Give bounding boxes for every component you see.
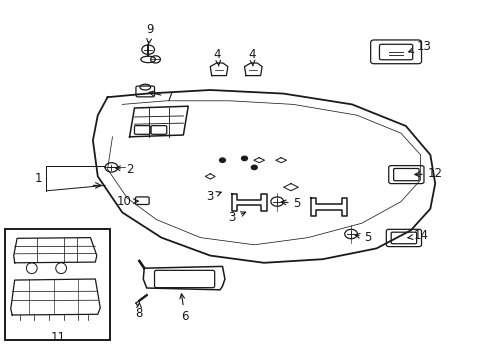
Circle shape [241, 156, 247, 161]
Text: 4: 4 [247, 48, 255, 66]
Text: 5: 5 [281, 197, 301, 210]
Text: 1: 1 [34, 172, 42, 185]
Text: 13: 13 [408, 40, 431, 53]
Text: 7: 7 [149, 91, 174, 104]
Text: 2: 2 [115, 163, 133, 176]
Text: 10: 10 [116, 195, 138, 208]
Text: 12: 12 [414, 167, 442, 180]
Text: 11: 11 [50, 331, 65, 344]
Circle shape [219, 158, 225, 162]
Text: 6: 6 [180, 294, 188, 323]
Text: 9: 9 [146, 23, 154, 44]
Bar [5, 229, 110, 340]
Text: 3: 3 [206, 190, 221, 203]
Text: 8: 8 [135, 302, 142, 320]
Text: 4: 4 [213, 48, 221, 66]
Text: 5: 5 [354, 231, 371, 244]
Circle shape [251, 165, 257, 170]
Text: 14: 14 [407, 229, 428, 242]
Text: 3: 3 [228, 211, 245, 224]
